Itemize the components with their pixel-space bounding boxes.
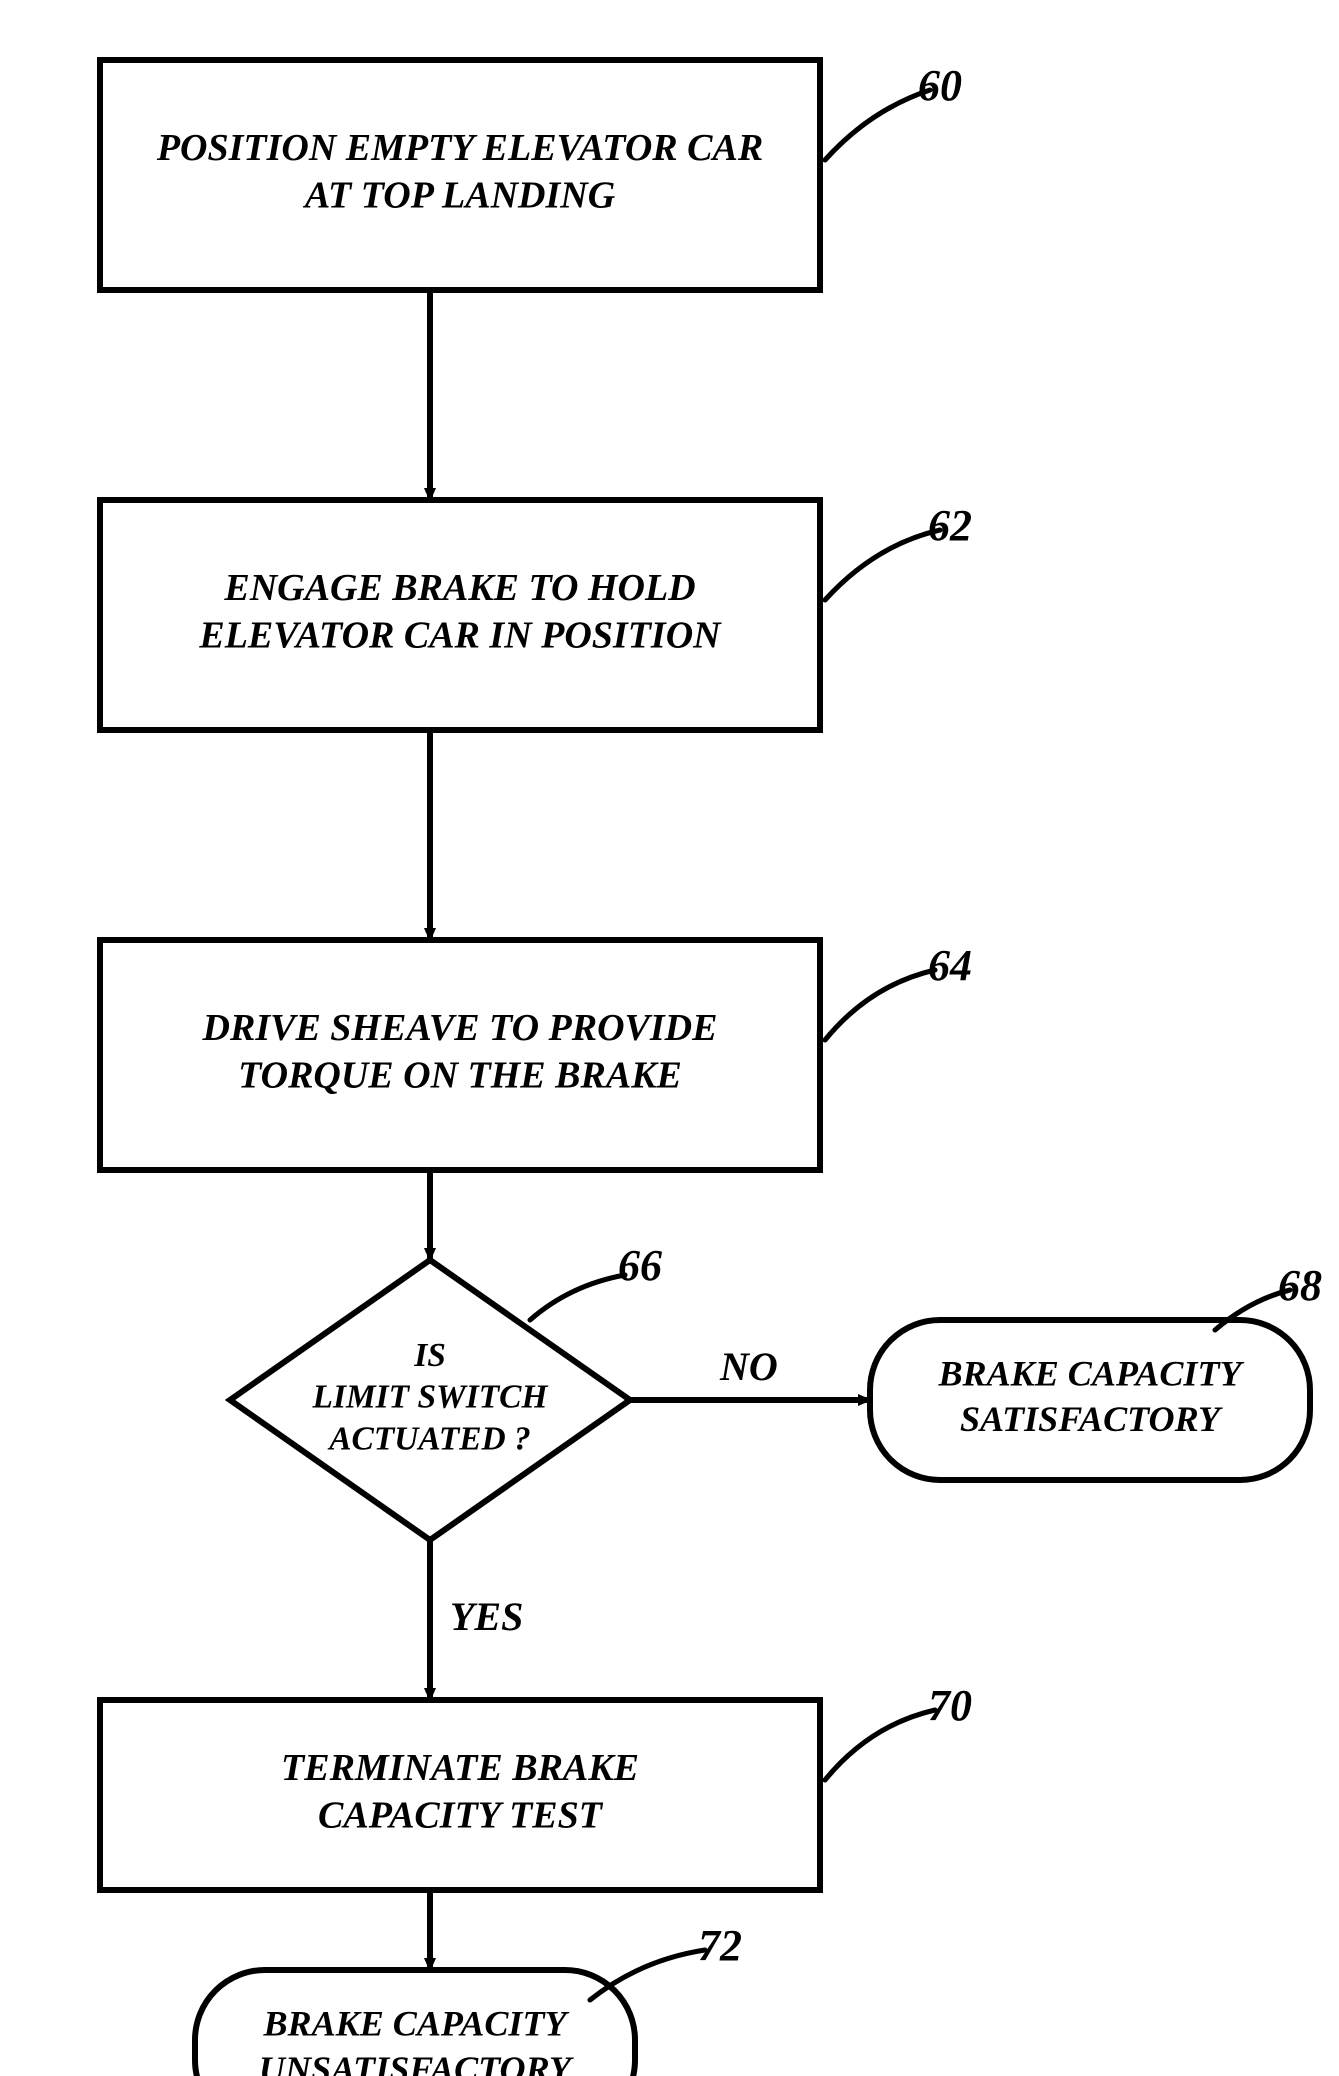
callout-label-l66: 66 [618,1241,662,1290]
callout-label-l64: 64 [928,941,972,990]
callout-label-l72: 72 [698,1921,742,1970]
flow-step-text-n62-line-1: ELEVATOR CAR IN POSITION [198,614,722,656]
flow-edge-label-4: YES [450,1594,523,1639]
flow-edge-label-3: NO [719,1344,778,1389]
flow-step-text-n60-line-1: AT TOP LANDING [303,174,616,216]
callout-label-l70: 70 [928,1681,972,1730]
callout-leader-l72 [590,1950,705,2000]
flow-decision-text-n66-line-1: LIMIT SWITCH [312,1379,549,1416]
callout-leader-l64 [825,970,935,1040]
flow-step-text-n70-line-0: TERMINATE BRAKE [281,1747,639,1789]
callout-label-l62: 62 [928,501,972,550]
callout-label-l60: 60 [918,61,962,110]
flow-step-text-n64-line-1: TORQUE ON THE BRAKE [238,1054,682,1096]
flow-step-text-n70-line-1: CAPACITY TEST [318,1794,604,1836]
callout-leader-l66 [530,1275,625,1320]
flow-terminal-text-n72-line-0: BRAKE CAPACITY [262,2004,569,2044]
callout-leader-l70 [825,1710,935,1780]
flow-step-text-n60-line-0: POSITION EMPTY ELEVATOR CAR [156,127,763,169]
flow-decision-text-n66-line-0: IS [413,1337,446,1374]
flow-decision-text-n66-line-2: ACTUATED ? [327,1420,531,1457]
callout-leader-l60 [825,90,930,160]
callout-label-l68: 68 [1278,1261,1322,1310]
flow-terminal-text-n68-line-0: BRAKE CAPACITY [937,1354,1244,1394]
flow-terminal-text-n72-line-1: UNSATISFACTORY [259,2049,574,2076]
flow-step-text-n62-line-0: ENGAGE BRAKE TO HOLD [223,567,695,609]
flow-step-text-n64-line-0: DRIVE SHEAVE TO PROVIDE [202,1007,718,1049]
flow-terminal-text-n68-line-1: SATISFACTORY [960,1399,1223,1439]
callout-leader-l62 [825,530,940,600]
